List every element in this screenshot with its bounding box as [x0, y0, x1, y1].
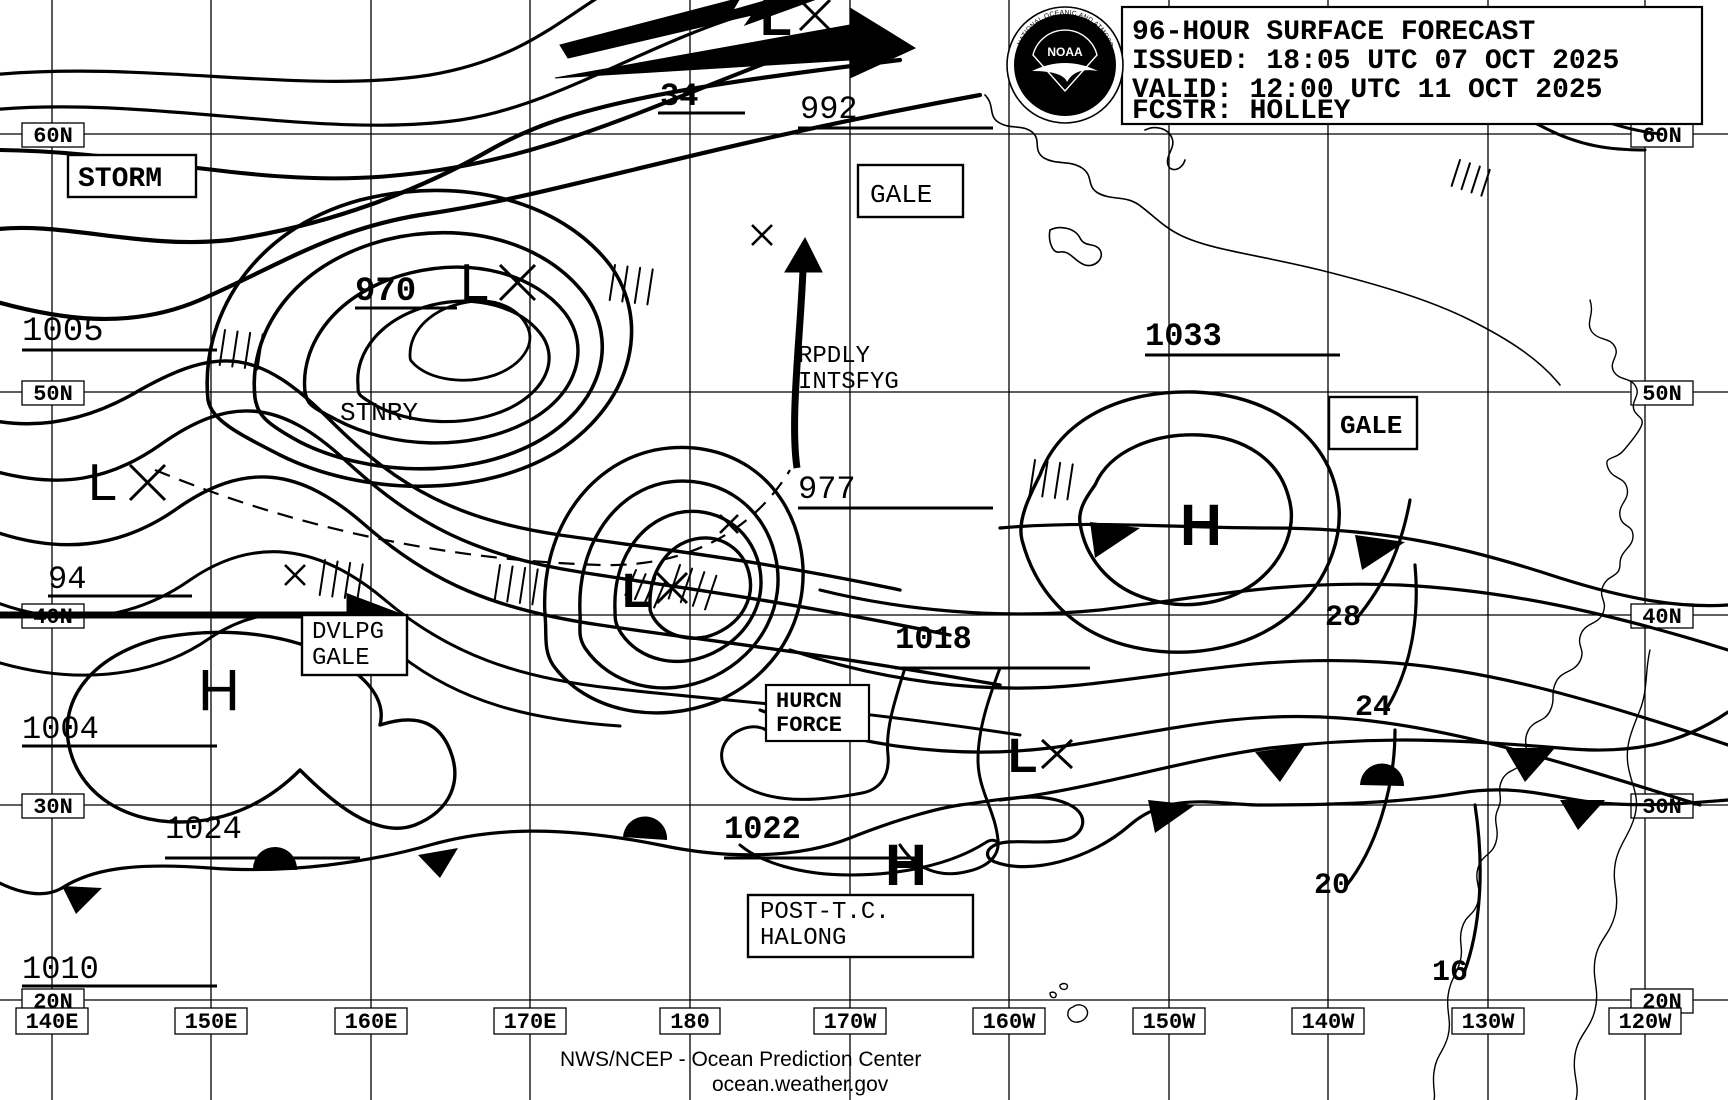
svg-text:1018: 1018 [895, 621, 972, 658]
svg-text:FCSTR: HOLLEY: FCSTR: HOLLEY [1132, 96, 1351, 127]
svg-text:180: 180 [670, 1010, 710, 1035]
svg-text:STORM: STORM [78, 164, 162, 195]
svg-text:HALONG: HALONG [760, 925, 846, 952]
svg-text:RPDLY: RPDLY [798, 343, 870, 370]
svg-text:160W: 160W [983, 1010, 1037, 1035]
svg-text:60N: 60N [33, 124, 73, 149]
svg-text:NOAA: NOAA [1047, 45, 1083, 59]
svg-text:L: L [622, 565, 651, 618]
svg-text:POST-T.C.: POST-T.C. [760, 899, 890, 926]
svg-text:L: L [1008, 730, 1037, 783]
svg-text:60N: 60N [1642, 124, 1682, 149]
svg-text:GALE: GALE [870, 180, 932, 210]
svg-text:16: 16 [1432, 956, 1468, 990]
svg-text:96-HOUR SURFACE FORECAST: 96-HOUR SURFACE FORECAST [1132, 17, 1535, 48]
svg-text:150W: 150W [1143, 1010, 1197, 1035]
svg-text:GALE: GALE [1340, 411, 1402, 441]
svg-text:H: H [198, 658, 240, 723]
svg-text:20: 20 [1314, 869, 1350, 903]
svg-text:1010: 1010 [22, 951, 99, 988]
svg-text:28: 28 [1325, 601, 1361, 635]
svg-text:140E: 140E [26, 1010, 79, 1035]
svg-text:24: 24 [1355, 691, 1391, 725]
svg-text:HURCN: HURCN [776, 689, 842, 714]
svg-text:170E: 170E [504, 1010, 557, 1035]
svg-text:120W: 120W [1619, 1010, 1673, 1035]
svg-text:DVLPG: DVLPG [312, 619, 384, 646]
svg-text:992: 992 [800, 91, 858, 128]
svg-text:150E: 150E [185, 1010, 238, 1035]
svg-text:1004: 1004 [22, 711, 99, 748]
svg-text:1024: 1024 [165, 811, 242, 848]
svg-text:170W: 170W [824, 1010, 878, 1035]
svg-text:977: 977 [798, 471, 856, 508]
svg-text:1022: 1022 [724, 811, 801, 848]
svg-text:30N: 30N [33, 795, 73, 820]
svg-text:L: L [460, 254, 489, 312]
svg-text:1033: 1033 [1145, 318, 1222, 355]
svg-text:50N: 50N [1642, 382, 1682, 407]
svg-text:FORCE: FORCE [776, 713, 842, 738]
svg-text:140W: 140W [1302, 1010, 1356, 1035]
svg-text:970: 970 [355, 273, 416, 311]
svg-text:34: 34 [660, 78, 698, 115]
svg-text:STNRY: STNRY [340, 398, 418, 428]
svg-text:GALE: GALE [312, 645, 370, 672]
svg-text:1005: 1005 [22, 313, 104, 351]
svg-text:50N: 50N [33, 382, 73, 407]
svg-text:L: L [88, 454, 117, 512]
svg-text:INTSFYG: INTSFYG [798, 369, 899, 396]
svg-text:94: 94 [48, 561, 86, 598]
svg-text:130W: 130W [1462, 1010, 1516, 1035]
svg-text:160E: 160E [345, 1010, 398, 1035]
svg-text:ISSUED: 18:05 UTC 07 OCT 2025: ISSUED: 18:05 UTC 07 OCT 2025 [1132, 46, 1619, 77]
